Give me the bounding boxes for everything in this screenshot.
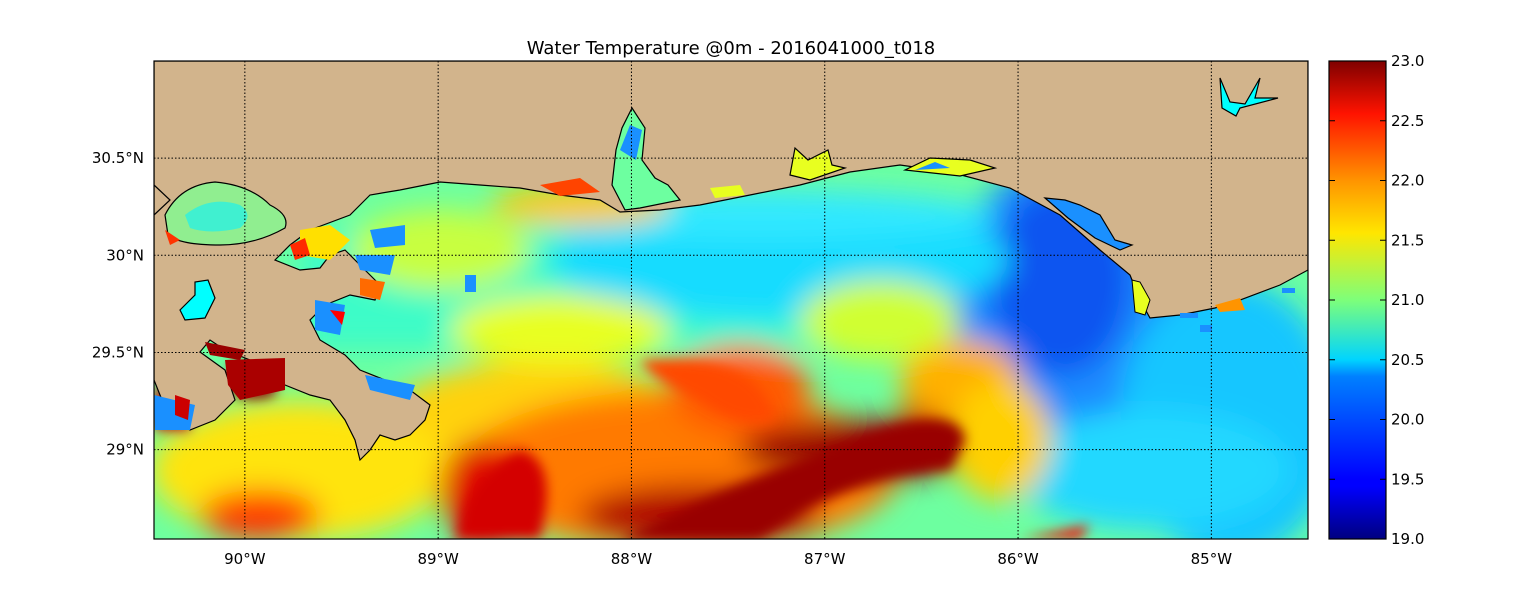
lake-maurepas [179, 279, 216, 321]
marsh-patches [154, 178, 1295, 430]
colorbar-tick-label: 21.5 [1391, 231, 1424, 249]
x-tick-label: 88°W [611, 550, 653, 568]
colorbar-tick-label: 20.0 [1391, 411, 1424, 429]
x-tick-label: 90°W [224, 550, 266, 568]
choctawhatchee-bay [902, 157, 998, 177]
y-tick-label: 30°N [106, 246, 144, 264]
colorbar-tick-label: 19.5 [1391, 470, 1424, 488]
colorbar-tick-label: 20.5 [1391, 351, 1424, 369]
x-tick-label: 86°W [997, 550, 1039, 568]
colorbar-tick-label: 23.0 [1391, 52, 1424, 70]
y-tick-label: 29°N [106, 441, 144, 459]
x-tick-label: 85°W [1191, 550, 1233, 568]
colorbar-tick-label: 19.0 [1391, 530, 1424, 548]
x-tick-label: 89°W [417, 550, 459, 568]
y-tick-label: 30.5°N [92, 149, 144, 167]
colorbar: 23.0 22.5 22.0 21.5 21.0 20.5 20.0 19.5 19.0 [1328, 52, 1424, 548]
st-andrew-bay [1043, 197, 1134, 251]
pensacola-bay [789, 146, 848, 181]
plot-frame [153, 60, 1309, 540]
colorbar-gradient [1328, 60, 1387, 540]
plot-area [154, 61, 1308, 539]
x-tick-label: 87°W [804, 550, 846, 568]
map-title: Water Temperature @0m - 2016041000_t018 [527, 38, 936, 59]
y-tick-label: 29.5°N [92, 343, 144, 361]
lake-northeast [1219, 77, 1279, 117]
colorbar-tick-label: 21.0 [1391, 291, 1424, 309]
colorbar-ticks: 23.0 22.5 22.0 21.5 21.0 20.5 20.0 19.5 19.0 [1329, 52, 1424, 548]
colorbar-tick-label: 22.5 [1391, 112, 1424, 130]
y-axis-labels: 30.5°N 30°N 29.5°N 29°N [92, 149, 144, 458]
colorbar-tick-label: 22.0 [1391, 172, 1424, 190]
graticule [154, 61, 1308, 539]
x-axis-labels: 90°W 89°W 88°W 87°W 86°W 85°W [224, 550, 1232, 568]
